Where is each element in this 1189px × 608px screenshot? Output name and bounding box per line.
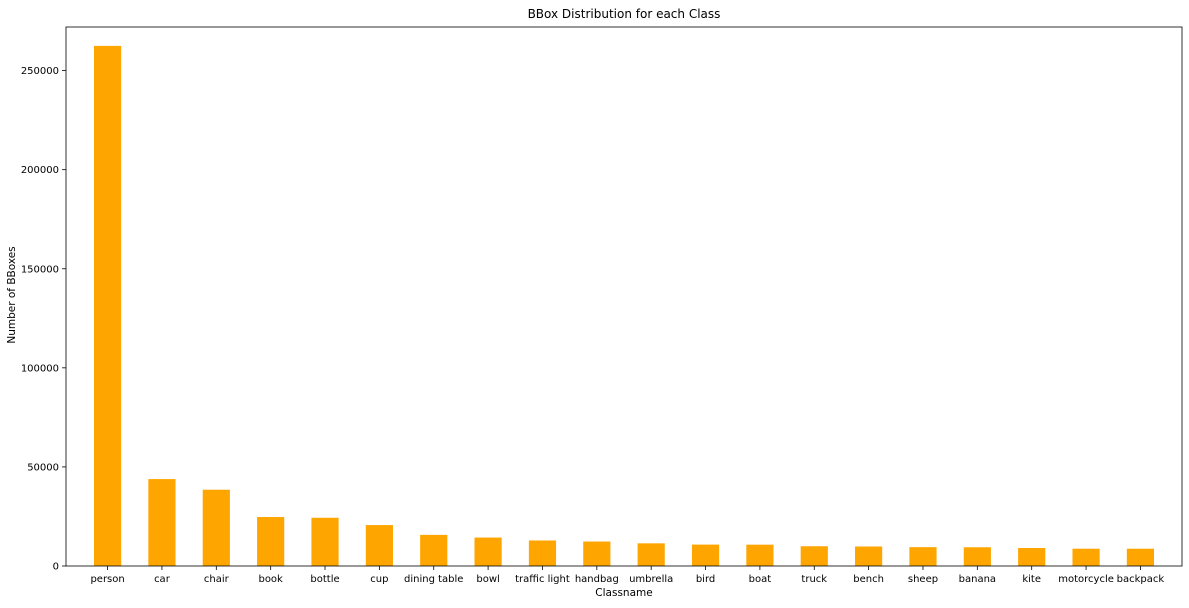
- x-tick-label: car: [154, 574, 171, 585]
- chart-title: BBox Distribution for each Class: [528, 7, 721, 21]
- x-tick-label: bottle: [310, 574, 339, 585]
- x-tick-label: backpack: [1117, 574, 1165, 585]
- bar-handbag: [583, 541, 611, 566]
- x-tick-label: truck: [801, 574, 827, 585]
- bar-dining-table: [420, 534, 448, 566]
- x-tick-label: chair: [204, 574, 230, 585]
- bar-banana: [963, 547, 991, 566]
- x-tick-label: book: [258, 574, 283, 585]
- x-tick-label: bench: [853, 574, 884, 585]
- bar-bird: [691, 544, 720, 566]
- bar-backpack: [1126, 548, 1155, 566]
- bar-motorcycle: [1072, 548, 1100, 566]
- bar-car: [148, 479, 176, 566]
- bar-cup: [365, 525, 393, 566]
- y-tick-label: 150000: [21, 264, 59, 275]
- bar-boat: [746, 544, 774, 566]
- x-axis-label: Classname: [595, 587, 652, 599]
- x-tick-label: bird: [696, 574, 715, 585]
- y-tick-label: 200000: [21, 165, 59, 176]
- x-tick-label: sheep: [908, 574, 938, 585]
- x-tick-label: kite: [1022, 574, 1041, 585]
- x-tick-label: boat: [749, 574, 772, 585]
- x-tick-label: bowl: [476, 574, 499, 585]
- bar-umbrella: [637, 543, 665, 566]
- y-tick-label: 50000: [27, 462, 59, 473]
- bar-book: [257, 517, 285, 566]
- x-tick-label: umbrella: [629, 574, 673, 585]
- x-tick-label: person: [90, 574, 124, 585]
- bar-traffic-light: [528, 540, 557, 566]
- x-tick-label: traffic light: [515, 574, 570, 585]
- y-tick-label: 250000: [21, 66, 59, 77]
- bar-sheep: [909, 547, 937, 566]
- bar-person: [94, 45, 122, 566]
- y-axis-label: Number of BBoxes: [6, 246, 18, 343]
- bar-truck: [800, 546, 828, 566]
- bar-bottle: [311, 517, 339, 566]
- x-tick-label: dining table: [404, 574, 463, 585]
- plot-frame: [65, 26, 1183, 567]
- y-tick-label: 100000: [21, 363, 59, 374]
- bar-bowl: [474, 537, 502, 566]
- y-tick-label: 0: [53, 562, 59, 573]
- x-tick-label: cup: [370, 574, 388, 585]
- x-tick-label: motorcycle: [1058, 574, 1114, 585]
- bar-chair: [202, 489, 230, 566]
- plot-area: person car chair book bottle cup dining table b…: [21, 26, 1183, 585]
- bar-kite: [1018, 548, 1046, 566]
- x-tick-label: banana: [959, 574, 996, 585]
- bar-bench: [855, 546, 883, 566]
- x-tick-label: handbag: [575, 574, 619, 585]
